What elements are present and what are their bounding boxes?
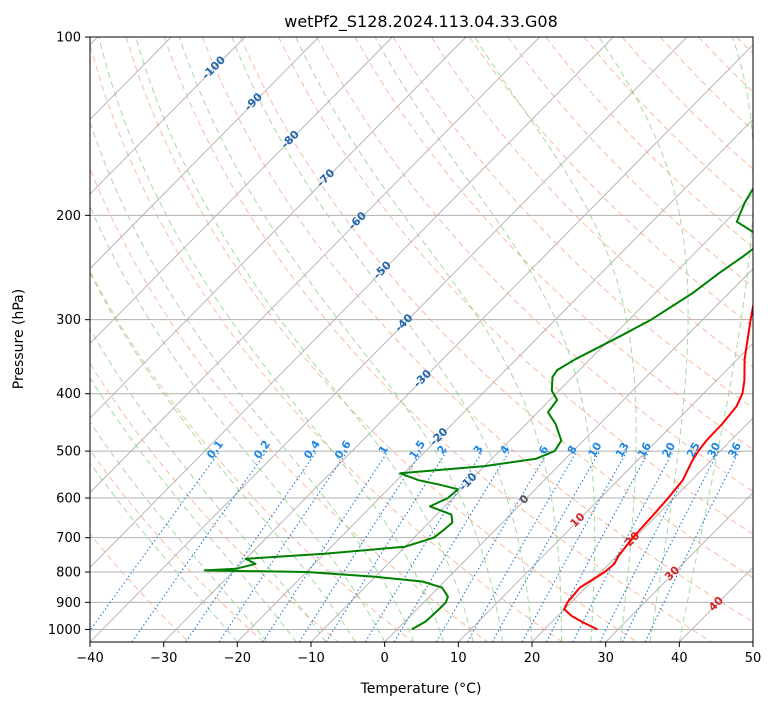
moist-adiabat-line [295, 37, 562, 642]
dry-adiabat-line [430, 37, 753, 368]
y-tick-label: 200 [56, 209, 81, 224]
moist-adiabat-line [90, 271, 356, 642]
x-tick-label: 50 [745, 651, 762, 666]
isotherm-line [163, 44, 753, 642]
moist-adiabat-line [474, 37, 637, 642]
x-axis-label: Temperature (°C) [360, 681, 482, 697]
isotherm-lines [90, 37, 753, 642]
mixing-ratio-line [325, 450, 448, 642]
moist-adiabat-line [374, 37, 596, 642]
dry-adiabat-line [507, 37, 753, 288]
y-tick-label: 900 [56, 596, 81, 611]
y-tick-label: 400 [56, 387, 81, 402]
mixing-ratio-line [393, 450, 510, 642]
isotherm-line [605, 492, 753, 642]
x-tick-label: 20 [524, 651, 541, 666]
dewpoint-profile-line [203, 186, 753, 631]
mixing-ratio-label: 30 [705, 440, 724, 460]
isotherm-line [310, 193, 753, 642]
dry-adiabat-line [278, 37, 753, 535]
pressure-gridlines [90, 37, 753, 630]
isotherm-line [531, 417, 753, 642]
y-tick-label: 300 [56, 313, 81, 328]
dry-adiabat-line [392, 37, 753, 409]
isotherm-line [90, 37, 540, 494]
mixing-ratio-line [545, 450, 650, 642]
isotherm-line [90, 37, 614, 568]
y-tick-label: 600 [56, 492, 81, 507]
mixing-ratio-label: 36 [725, 440, 744, 460]
x-tick-label: −30 [150, 651, 177, 666]
mixing-ratio-label: 25 [684, 440, 703, 460]
mixing-ratio-line [621, 450, 719, 642]
moist-adiabat-line [90, 120, 415, 642]
x-tick-label: 0 [381, 651, 389, 666]
moist-adiabat-line [98, 37, 445, 642]
moist-adiabat-line [90, 376, 297, 642]
moist-adiabat-line [90, 205, 386, 642]
mixing-ratio-line [491, 450, 601, 642]
isotherm-line [237, 118, 753, 642]
dry-adiabat-line [545, 37, 753, 248]
moist-adiabat-line [598, 37, 689, 642]
y-tick-label: 800 [56, 566, 81, 581]
dry-adiabat-line [90, 449, 264, 642]
dry-adiabat-line [163, 37, 712, 642]
plot-frame [89, 36, 754, 643]
dry-adiabat-line [240, 37, 753, 579]
mixing-ratio-line [131, 450, 268, 642]
x-axis-ticks: −40 −30 −20 −10 0 10 20 30 40 50 [76, 642, 761, 666]
temperature-profile-line [563, 301, 753, 631]
mixing-ratio-line [298, 450, 423, 642]
y-axis-label: Pressure (hPa) [11, 289, 27, 389]
dry-adiabat-line [90, 532, 190, 642]
dry-adiabat-line [125, 37, 638, 642]
mixing-ratio-line [364, 450, 484, 642]
moist-adiabat-line [90, 327, 327, 642]
x-tick-label: −20 [224, 651, 251, 666]
x-tick-label: −10 [297, 651, 324, 666]
isotherm-line [90, 37, 246, 195]
moist-adiabat-line [178, 37, 503, 642]
y-tick-label: 100 [56, 31, 81, 46]
chart-title: wetPf2_S128.2024.113.04.33.G08 [284, 12, 558, 32]
mixing-ratio-line [185, 450, 318, 642]
y-tick-label: 700 [56, 531, 81, 546]
profile-series [203, 186, 753, 631]
isotherm-line [90, 37, 393, 345]
mixing-ratio-line [644, 450, 740, 642]
mixing-ratio-line [90, 450, 221, 632]
moist-adiabat-line [90, 421, 268, 642]
y-axis-ticks: 100 200 300 400 500 600 700 800 900 1000 [48, 31, 90, 638]
x-tick-label: 10 [450, 651, 467, 666]
moist-adiabat-line [135, 37, 474, 642]
isotherm-line [458, 342, 753, 642]
y-tick-label: 500 [56, 445, 81, 460]
y-tick-label: 1000 [48, 623, 81, 638]
dry-adiabat-line [90, 362, 339, 642]
moist-adiabat-line [90, 462, 238, 642]
isotherm-line [90, 37, 319, 270]
isotherm-line [90, 37, 467, 419]
moist-adiabat-line [678, 37, 753, 642]
x-tick-label: 30 [597, 651, 614, 666]
x-tick-label: −40 [76, 651, 103, 666]
isotherm-line [384, 268, 753, 642]
x-tick-label: 40 [671, 651, 688, 666]
mixing-ratio-line [218, 450, 349, 642]
isotherm-line [90, 37, 688, 642]
moist-adiabat-lines [90, 37, 753, 642]
dry-adiabat-line [90, 167, 488, 642]
moist-adiabat-line [231, 37, 533, 642]
mixing-ratio-line [521, 450, 628, 642]
mixing-ratio-line [262, 450, 389, 642]
mixing-ratio-lines [90, 450, 740, 642]
